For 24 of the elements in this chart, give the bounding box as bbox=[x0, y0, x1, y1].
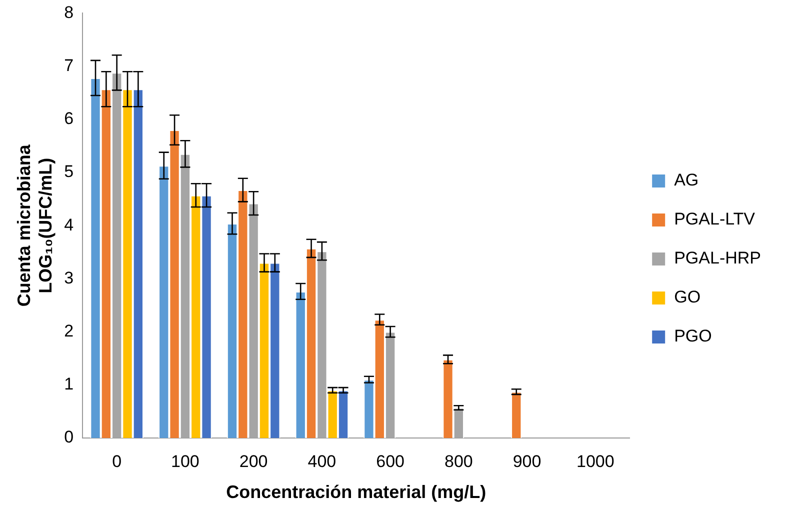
x-axis-title: Concentración material (mg/L) bbox=[226, 482, 486, 502]
y-tick-label: 3 bbox=[64, 268, 74, 288]
y-tick-label: 7 bbox=[64, 56, 74, 75]
legend-label: AG bbox=[674, 170, 699, 190]
x-tick-label: 1000 bbox=[576, 452, 614, 471]
x-tick-label: 200 bbox=[239, 452, 268, 471]
legend-label: PGO bbox=[674, 326, 712, 346]
y-tick-label: 5 bbox=[64, 162, 74, 182]
x-tick-label: 600 bbox=[376, 452, 404, 471]
y-tick-label: 2 bbox=[64, 321, 74, 340]
legend-label: PGAL-LTV bbox=[674, 210, 756, 229]
x-tick-label: 900 bbox=[512, 452, 542, 471]
x-tick-label: 0 bbox=[112, 452, 122, 471]
y-axis-title: Cuenta microbiana LOG₁₀(UFC/mL) bbox=[14, 144, 56, 307]
x-tick-label: 800 bbox=[444, 452, 473, 471]
y-tick-label: 1 bbox=[64, 374, 74, 394]
legend-label: GO bbox=[674, 288, 701, 307]
y-tick-label: 6 bbox=[64, 109, 74, 128]
y-tick-label: 0 bbox=[64, 428, 74, 447]
y-tick-label: 4 bbox=[64, 215, 74, 234]
x-tick-label: 400 bbox=[308, 452, 336, 471]
y-tick-label: 8 bbox=[64, 2, 74, 22]
legend-label: PGAL-HRP bbox=[674, 248, 762, 268]
x-tick-label: 100 bbox=[171, 452, 200, 471]
